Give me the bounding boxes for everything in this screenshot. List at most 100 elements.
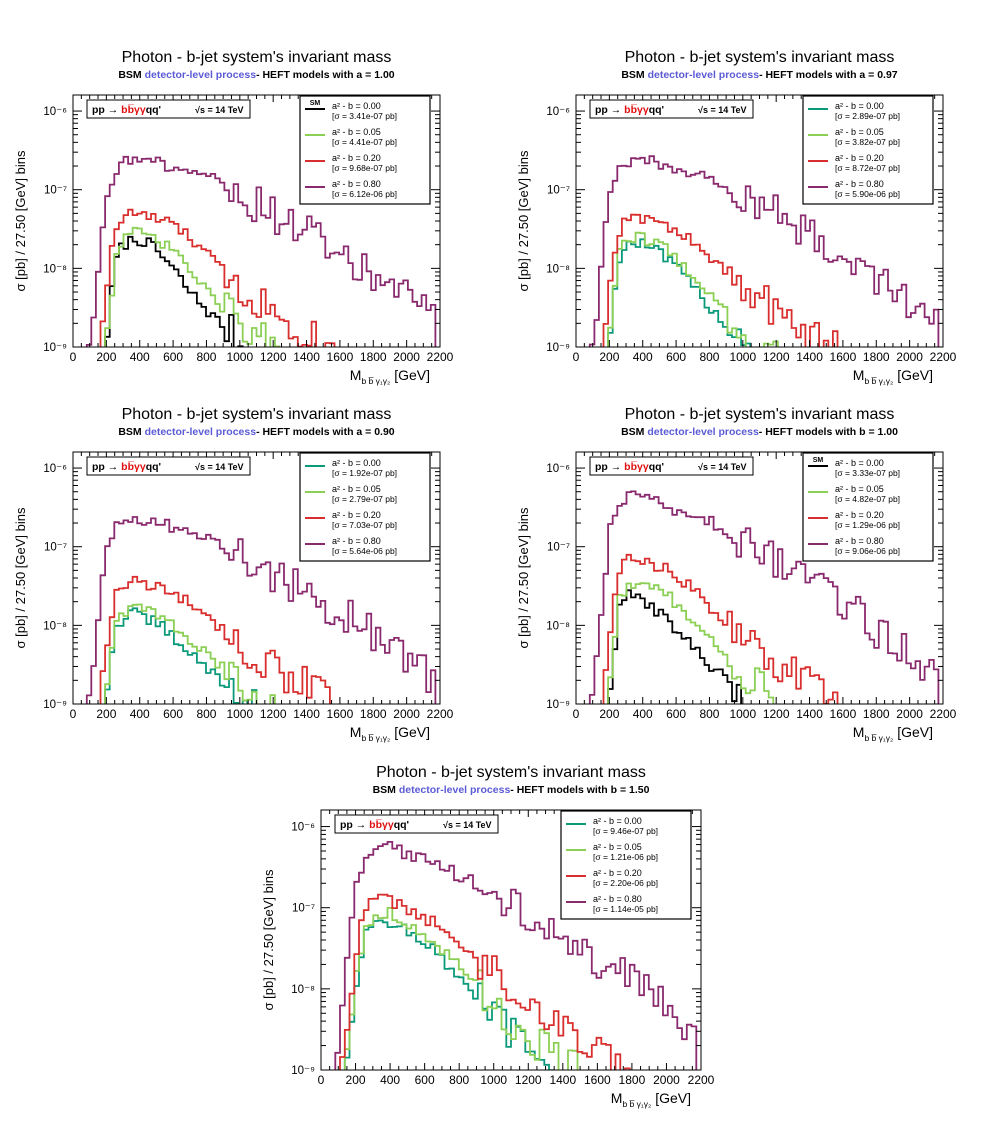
chart-title: Photon - b-jet system's invariant mass — [625, 406, 895, 423]
sqrt-s-label: √s = 14 TeV — [195, 105, 244, 115]
legend: SM a² - b = 0.00[σ = 3.33e-07 pb] a² - b =… — [802, 452, 934, 562]
legend-entry-xsec: [σ = 7.03e-07 pb] — [332, 520, 397, 530]
legend: a² - b = 0.00[σ = 1.92e-07 pb] a² - b = 0… — [299, 452, 431, 562]
x-tick-label: 1600 — [830, 707, 857, 721]
x-tick-label: 1600 — [584, 1073, 611, 1087]
subtitle-suffix: - HEFT models with a = 0.90 — [256, 426, 395, 438]
subtitle-highlight: detector-level process — [648, 69, 760, 81]
process-label: pp → bb̅γγqq' — [340, 819, 409, 831]
chart-title: Photon - b-jet system's invariant mass — [122, 406, 392, 423]
x-tick-label: 800 — [449, 1073, 469, 1087]
legend-entry-label: a² - b = 0.80 — [332, 179, 381, 189]
x-label-unit: [GeV] — [893, 367, 933, 383]
chart-subtitle: BSM detector-level process- HEFT models … — [118, 426, 394, 438]
series-group — [85, 516, 437, 704]
x-tick-label: 800 — [196, 350, 216, 364]
x-tick-label: 0 — [573, 707, 580, 721]
legend-entry-label: a² - b = 0.80 — [835, 536, 884, 546]
legend-entry-label: a² - b = 0.80 — [835, 179, 884, 189]
series-line-3 — [602, 553, 839, 704]
x-axis: 0 200 400 600 800 1000 1200 1400 1600 1800 2000 220… — [70, 452, 454, 721]
legend-entry-label: a² - b = 0.20 — [835, 153, 884, 163]
legend-entry-label: a² - b = 0.20 — [332, 153, 381, 163]
x-tick-label: 1600 — [830, 350, 857, 364]
x-label-unit: [GeV] — [390, 367, 430, 383]
legend-entry-xsec: [σ = 5.90e-06 pb] — [835, 189, 900, 199]
x-tick-label: 200 — [599, 350, 619, 364]
x-label-sub: b b̅ γ₁γ₂ — [864, 733, 893, 743]
legend-entry-xsec: [σ = 5.64e-06 pb] — [332, 546, 397, 556]
series-line-4 — [85, 516, 437, 704]
x-tick-label: 1400 — [549, 1073, 576, 1087]
chart-subtitle: BSM detector-level process- HEFT models … — [373, 784, 650, 796]
sqrt-s-label: √s = 14 TeV — [698, 105, 747, 115]
x-tick-label: 800 — [699, 707, 719, 721]
series-line-2 — [343, 907, 579, 1070]
legend-entry-label: a² - b = 0.00 — [332, 101, 381, 111]
series-line-1 — [104, 607, 258, 704]
chart-subtitle: BSM detector-level process- HEFT models … — [621, 426, 898, 438]
x-tick-label: 600 — [666, 350, 686, 364]
x-axis-label: Mb b̅ γ₁γ₂ [GeV] — [853, 724, 933, 743]
legend-entry-label: a² - b = 0.05 — [835, 484, 884, 494]
series-line-3 — [99, 208, 336, 347]
legend-entry-label: a² - b = 0.00 — [593, 816, 642, 826]
process-prefix: pp → — [340, 819, 369, 831]
x-label-sub: b b̅ γ₁γ₂ — [361, 733, 390, 743]
y-tick-label: 10⁻⁶ — [546, 463, 570, 475]
process-prefix: pp → — [595, 104, 624, 116]
subtitle-suffix: - HEFT models with a = 1.00 — [256, 69, 395, 81]
x-tick-label: 1800 — [863, 707, 890, 721]
legend: SM a² - b = 0.00[σ = 3.41e-07 pb] a² - b =… — [299, 95, 431, 205]
process-box-frame — [86, 99, 251, 119]
legend-entry-label: a² - b = 0.20 — [835, 510, 884, 520]
process-box-frame — [589, 456, 754, 476]
y-tick-label: 10⁻⁷ — [44, 185, 67, 197]
y-axis: 10⁻⁹ 10⁻⁸ 10⁻⁷ 10⁻⁶ — [546, 463, 943, 711]
x-tick-label: 1200 — [763, 350, 790, 364]
x-tick-label: 1200 — [515, 1073, 542, 1087]
legend-entry-label: a² - b = 0.05 — [332, 484, 381, 494]
process-suffix: qq' — [649, 104, 664, 116]
x-tick-label: 2000 — [393, 707, 420, 721]
x-tick-label: 800 — [699, 350, 719, 364]
subtitle-prefix: BSM — [118, 426, 144, 438]
process-highlight: bb̅γγ — [121, 461, 146, 473]
series-line-3 — [99, 575, 331, 704]
chart-panel-1: Photon - b-jet system's invariant mass BS… — [13, 49, 454, 386]
process-prefix: pp → — [595, 461, 624, 473]
x-tick-label: 200 — [346, 1073, 366, 1087]
legend-entry-xsec: [σ = 2.79e-07 pb] — [332, 494, 397, 504]
y-axis-label: σ [pb] / 27.50 [GeV] bins — [13, 507, 28, 648]
x-tick-label: 1000 — [729, 350, 756, 364]
legend-entry-label: a² - b = 0.20 — [593, 868, 642, 878]
x-tick-label: 400 — [633, 350, 653, 364]
chart-panel-4: Photon - b-jet system's invariant mass BS… — [516, 406, 957, 743]
x-tick-label: 200 — [96, 350, 116, 364]
y-tick-label: 10⁻⁶ — [43, 463, 67, 475]
y-tick-label: 10⁻⁹ — [546, 699, 570, 711]
series-line-2 — [607, 582, 775, 704]
process-label: pp → bb̅γγqq' — [595, 104, 664, 116]
chart-title: Photon - b-jet system's invariant mass — [122, 49, 392, 66]
legend-entry-xsec: [σ = 9.06e-06 pb] — [835, 546, 900, 556]
y-tick-label: 10⁻⁸ — [546, 263, 570, 275]
x-axis: 0 200 400 600 800 1000 1200 1400 1600 1800 2000 220… — [318, 810, 715, 1087]
y-tick-label: 10⁻⁹ — [291, 1065, 315, 1077]
x-tick-label: 1400 — [796, 350, 823, 364]
legend-entry-xsec: [σ = 9.46e-07 pb] — [593, 826, 658, 836]
x-tick-label: 2000 — [896, 350, 923, 364]
subtitle-prefix: BSM — [118, 69, 144, 81]
subtitle-prefix: BSM — [373, 784, 399, 796]
x-tick-label: 1800 — [863, 350, 890, 364]
process-box-frame — [589, 99, 754, 119]
series-line-3 — [602, 213, 839, 347]
x-tick-label: 400 — [130, 707, 150, 721]
x-axis-label: Mb b̅ γ₁γ₂ [GeV] — [350, 724, 430, 743]
x-tick-label: 2200 — [427, 350, 454, 364]
legend: a² - b = 0.00[σ = 2.89e-07 pb] a² - b = 0… — [802, 95, 934, 205]
y-tick-label: 10⁻⁷ — [44, 542, 67, 554]
series-line-2 — [607, 231, 779, 347]
legend-entry-xsec: [σ = 1.21e-06 pb] — [593, 852, 658, 862]
